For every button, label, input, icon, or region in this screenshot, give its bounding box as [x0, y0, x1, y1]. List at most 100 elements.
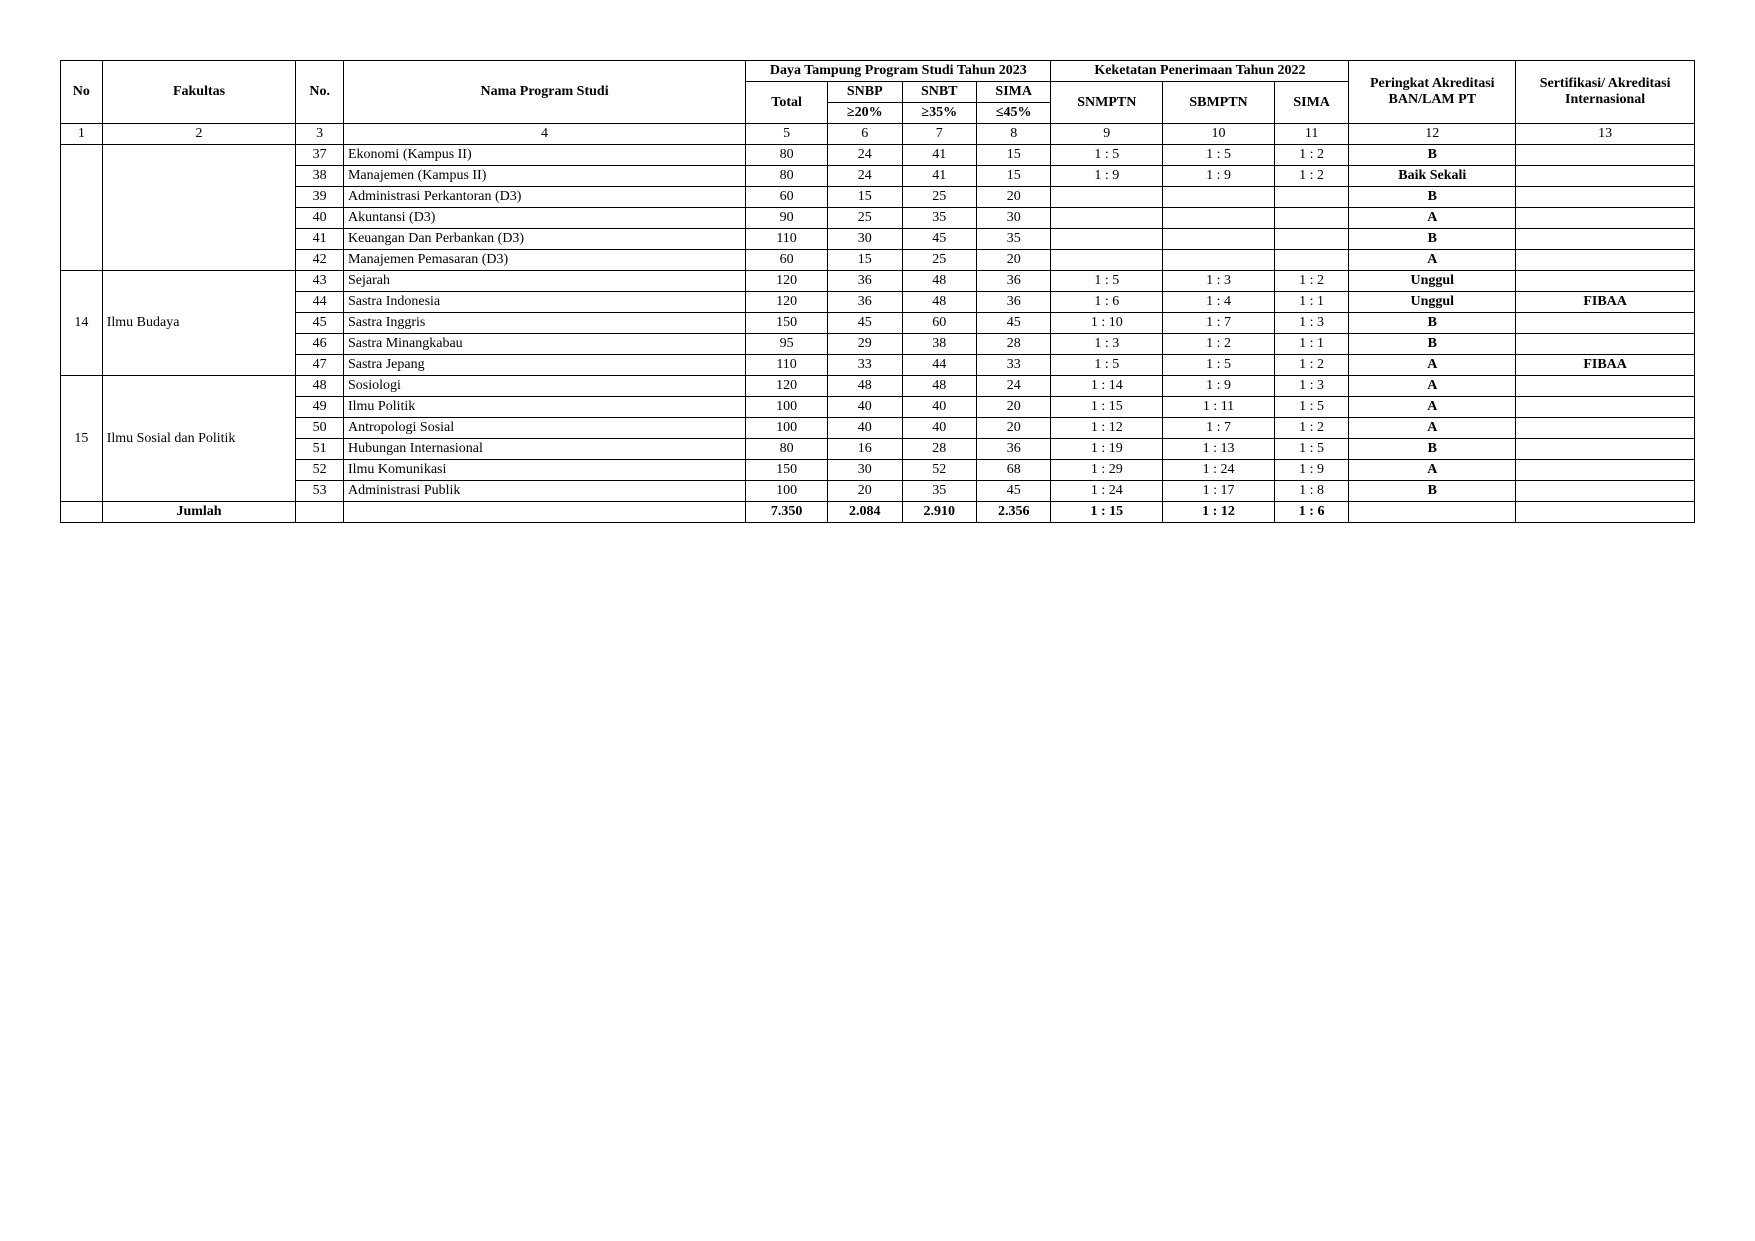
faculty-name: Ilmu Sosial dan Politik — [102, 376, 296, 502]
row-number: 39 — [296, 187, 344, 208]
row-number: 37 — [296, 145, 344, 166]
sbmptn: 1 : 9 — [1163, 376, 1275, 397]
total: 80 — [746, 145, 828, 166]
total-row: Jumlah7.3502.0842.9102.3561 : 151 : 121 … — [61, 502, 1695, 523]
total: 90 — [746, 208, 828, 229]
snbp: 24 — [828, 145, 902, 166]
snbp: 30 — [828, 229, 902, 250]
sbmptn — [1163, 208, 1275, 229]
snbp: 15 — [828, 187, 902, 208]
snmptn: 1 : 15 — [1051, 397, 1163, 418]
snbt: 38 — [902, 334, 976, 355]
table-row: 49Ilmu Politik1004040201 : 151 : 111 : 5… — [61, 397, 1695, 418]
total: 100 — [746, 481, 828, 502]
total-cell — [343, 502, 745, 523]
h-ksima: SIMA — [1274, 82, 1349, 124]
snmptn — [1051, 229, 1163, 250]
row-number: 38 — [296, 166, 344, 187]
total: 110 — [746, 355, 828, 376]
ksima: 1 : 8 — [1274, 481, 1349, 502]
row-number: 48 — [296, 376, 344, 397]
sbmptn: 1 : 2 — [1163, 334, 1275, 355]
sbmptn: 1 : 5 — [1163, 145, 1275, 166]
snmptn — [1051, 187, 1163, 208]
colnum: 8 — [976, 124, 1050, 145]
row-number: 47 — [296, 355, 344, 376]
sbmptn: 1 : 13 — [1163, 439, 1275, 460]
h-snmptn: SNMPTN — [1051, 82, 1163, 124]
total-cell: 7.350 — [746, 502, 828, 523]
akreditasi: A — [1349, 460, 1516, 481]
program-name: Ekonomi (Kampus II) — [343, 145, 745, 166]
faculty-name: Ilmu Budaya — [102, 271, 296, 376]
table-row: 52Ilmu Komunikasi1503052681 : 291 : 241 … — [61, 460, 1695, 481]
sbmptn: 1 : 11 — [1163, 397, 1275, 418]
snmptn: 1 : 14 — [1051, 376, 1163, 397]
h-p45: ≤45% — [976, 103, 1050, 124]
program-name: Hubungan Internasional — [343, 439, 745, 460]
colnum: 5 — [746, 124, 828, 145]
table-row: 39Administrasi Perkantoran (D3)60152520B — [61, 187, 1695, 208]
program-name: Sastra Jepang — [343, 355, 745, 376]
snmptn: 1 : 6 — [1051, 292, 1163, 313]
internasional: FIBAA — [1516, 292, 1695, 313]
row-number: 41 — [296, 229, 344, 250]
h-nom: No. — [296, 61, 344, 124]
ksima: 1 : 5 — [1274, 439, 1349, 460]
program-name: Administrasi Publik — [343, 481, 745, 502]
internasional — [1516, 313, 1695, 334]
program-name: Sastra Minangkabau — [343, 334, 745, 355]
h-no: No — [61, 61, 103, 124]
sima: 15 — [976, 145, 1050, 166]
colnum: 3 — [296, 124, 344, 145]
h-fakultas: Fakultas — [102, 61, 296, 124]
total: 100 — [746, 397, 828, 418]
snbp: 16 — [828, 439, 902, 460]
colnum: 9 — [1051, 124, 1163, 145]
sima: 45 — [976, 481, 1050, 502]
row-number: 45 — [296, 313, 344, 334]
ksima: 1 : 5 — [1274, 397, 1349, 418]
h-p35: ≥35% — [902, 103, 976, 124]
column-number-row: 1 2 3 4 5 6 7 8 9 10 11 12 13 — [61, 124, 1695, 145]
ksima — [1274, 229, 1349, 250]
ksima: 1 : 2 — [1274, 145, 1349, 166]
snbt: 48 — [902, 376, 976, 397]
program-name: Keuangan Dan Perbankan (D3) — [343, 229, 745, 250]
table-row: 40Akuntansi (D3)90253530A — [61, 208, 1695, 229]
akreditasi: B — [1349, 187, 1516, 208]
sbmptn: 1 : 3 — [1163, 271, 1275, 292]
table-row: 14Ilmu Budaya43Sejarah1203648361 : 51 : … — [61, 271, 1695, 292]
table-header: No Fakultas No. Nama Program Studi Daya … — [61, 61, 1695, 145]
h-keketatan: Keketatan Penerimaan Tahun 2022 — [1051, 61, 1349, 82]
snbp: 40 — [828, 418, 902, 439]
sima: 20 — [976, 250, 1050, 271]
program-name: Administrasi Perkantoran (D3) — [343, 187, 745, 208]
h-sima: SIMA — [976, 82, 1050, 103]
sima: 36 — [976, 292, 1050, 313]
total: 80 — [746, 439, 828, 460]
row-number: 49 — [296, 397, 344, 418]
total: 120 — [746, 376, 828, 397]
ksima: 1 : 2 — [1274, 355, 1349, 376]
sima: 35 — [976, 229, 1050, 250]
program-name: Sosiologi — [343, 376, 745, 397]
snbt: 25 — [902, 250, 976, 271]
row-number: 46 — [296, 334, 344, 355]
akreditasi: B — [1349, 481, 1516, 502]
row-number: 52 — [296, 460, 344, 481]
row-number: 43 — [296, 271, 344, 292]
sbmptn: 1 : 24 — [1163, 460, 1275, 481]
sima: 28 — [976, 334, 1050, 355]
akreditasi: B — [1349, 439, 1516, 460]
faculty-no: 14 — [61, 271, 103, 376]
total: 120 — [746, 292, 828, 313]
table-row: 51Hubungan Internasional801628361 : 191 … — [61, 439, 1695, 460]
snmptn: 1 : 29 — [1051, 460, 1163, 481]
program-name: Antropologi Sosial — [343, 418, 745, 439]
table-row: 47Sastra Jepang1103344331 : 51 : 51 : 2A… — [61, 355, 1695, 376]
sima: 20 — [976, 418, 1050, 439]
ksima: 1 : 9 — [1274, 460, 1349, 481]
internasional — [1516, 376, 1695, 397]
snmptn: 1 : 3 — [1051, 334, 1163, 355]
